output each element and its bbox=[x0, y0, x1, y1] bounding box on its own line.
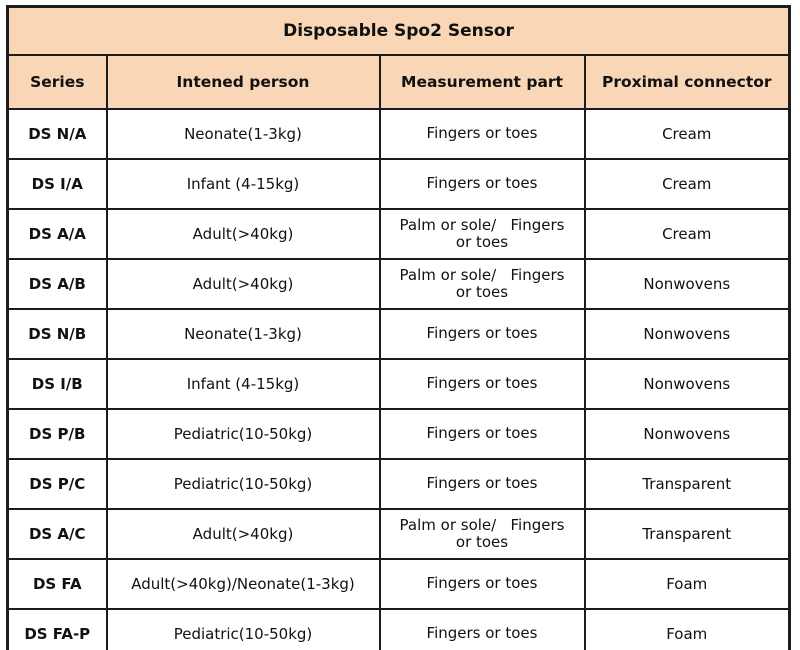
series-cell: DS A/B bbox=[6, 258, 108, 310]
measurement-part-cell: Palm or sole/ Fingers or toes bbox=[378, 258, 586, 310]
measurement-part-cell: Palm or sole/ Fingers or toes bbox=[378, 508, 586, 560]
column-header-intened-person: Intened person bbox=[105, 54, 381, 110]
table-row: DS P/B Pediatric(10-50kg) Fingers or toes N… bbox=[6, 408, 791, 460]
intened-person-cell: Adult(>40kg) bbox=[105, 258, 381, 310]
proximal-connector-cell: Nonwovens bbox=[583, 258, 791, 310]
measurement-part-cell: Fingers or toes bbox=[378, 158, 586, 210]
intened-person-cell: Infant (4-15kg) bbox=[105, 358, 381, 410]
series-cell: DS N/A bbox=[6, 108, 108, 160]
series-cell: DS I/B bbox=[6, 358, 108, 410]
measurement-part-cell: Fingers or toes bbox=[378, 358, 586, 410]
series-cell: DS N/B bbox=[6, 308, 108, 360]
series-cell: DS FA bbox=[6, 558, 108, 610]
intened-person-cell: Adult(>40kg)/Neonate(1-3kg) bbox=[105, 558, 381, 610]
measurement-part-cell: Fingers or toes bbox=[378, 558, 586, 610]
measurement-part-cell: Fingers or toes bbox=[378, 608, 586, 650]
series-cell: DS P/C bbox=[6, 458, 108, 510]
measurement-part-cell: Fingers or toes bbox=[378, 108, 586, 160]
table-row: DS N/B Neonate(1-3kg) Fingers or toes Nonwo… bbox=[6, 308, 791, 360]
measurement-part-cell: Fingers or toes bbox=[378, 458, 586, 510]
table-row: DS A/B Adult(>40kg) Palm or sole/ Fingers … bbox=[6, 258, 791, 310]
table-row: DS N/A Neonate(1-3kg) Fingers or toes Cream bbox=[6, 108, 791, 160]
series-cell: DS FA-P bbox=[6, 608, 108, 650]
column-header-proximal-connector: Proximal connector bbox=[583, 54, 791, 110]
proximal-connector-cell: Nonwovens bbox=[583, 358, 791, 410]
table-row: DS I/A Infant (4-15kg) Fingers or toes Crea… bbox=[6, 158, 791, 210]
column-header-series: Series bbox=[6, 54, 108, 110]
intened-person-cell: Neonate(1-3kg) bbox=[105, 108, 381, 160]
series-cell: DS I/A bbox=[6, 158, 108, 210]
proximal-connector-cell: Nonwovens bbox=[583, 408, 791, 460]
intened-person-cell: Pediatric(10-50kg) bbox=[105, 458, 381, 510]
intened-person-cell: Infant (4-15kg) bbox=[105, 158, 381, 210]
intened-person-cell: Adult(>40kg) bbox=[105, 508, 381, 560]
proximal-connector-cell: Transparent bbox=[583, 508, 791, 560]
intened-person-cell: Pediatric(10-50kg) bbox=[105, 408, 381, 460]
table-title-row: Disposable Spo2 Sensor bbox=[6, 5, 791, 56]
table-header-row: Series Intened person Measurement part Prox… bbox=[6, 54, 791, 110]
proximal-connector-cell: Nonwovens bbox=[583, 308, 791, 360]
intened-person-cell: Adult(>40kg) bbox=[105, 208, 381, 260]
series-cell: DS A/A bbox=[6, 208, 108, 260]
proximal-connector-cell: Foam bbox=[583, 558, 791, 610]
measurement-part-cell: Fingers or toes bbox=[378, 408, 586, 460]
measurement-part-cell: Fingers or toes bbox=[378, 308, 586, 360]
proximal-connector-cell: Cream bbox=[583, 108, 791, 160]
proximal-connector-cell: Transparent bbox=[583, 458, 791, 510]
proximal-connector-cell: Cream bbox=[583, 208, 791, 260]
table-row: DS A/A Adult(>40kg) Palm or sole/ Fingers … bbox=[6, 208, 791, 260]
table-row: DS FA-P Pediatric(10-50kg) Fingers or toes… bbox=[6, 608, 791, 650]
series-cell: DS A/C bbox=[6, 508, 108, 560]
intened-person-cell: Neonate(1-3kg) bbox=[105, 308, 381, 360]
column-header-measurement-part: Measurement part bbox=[378, 54, 586, 110]
proximal-connector-cell: Foam bbox=[583, 608, 791, 650]
proximal-connector-cell: Cream bbox=[583, 158, 791, 210]
measurement-part-cell: Palm or sole/ Fingers or toes bbox=[378, 208, 586, 260]
intened-person-cell: Pediatric(10-50kg) bbox=[105, 608, 381, 650]
series-cell: DS P/B bbox=[6, 408, 108, 460]
table-row: DS A/C Adult(>40kg) Palm or sole/ Fingers … bbox=[6, 508, 791, 560]
table-title: Disposable Spo2 Sensor bbox=[6, 5, 791, 56]
table-row: DS I/B Infant (4-15kg) Fingers or toes Nonw… bbox=[6, 358, 791, 410]
spo2-sensor-table: Disposable Spo2 Sensor Series Intened per… bbox=[6, 5, 791, 650]
table-row: DS P/C Pediatric(10-50kg) Fingers or toes T… bbox=[6, 458, 791, 510]
table-row: DS FA Adult(>40kg)/Neonate(1-3kg) Fingers … bbox=[6, 558, 791, 610]
